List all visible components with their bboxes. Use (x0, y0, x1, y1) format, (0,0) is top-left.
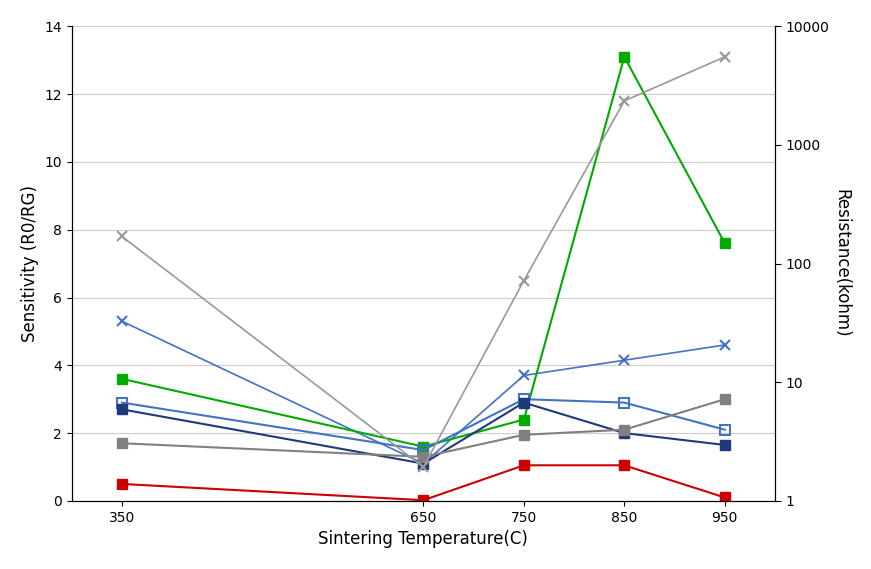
Y-axis label: Resistance(kohm): Resistance(kohm) (832, 189, 850, 338)
Y-axis label: Sensitivity (R0/RG): Sensitivity (R0/RG) (21, 185, 39, 342)
X-axis label: Sintering Temperature(C): Sintering Temperature(C) (319, 530, 529, 548)
